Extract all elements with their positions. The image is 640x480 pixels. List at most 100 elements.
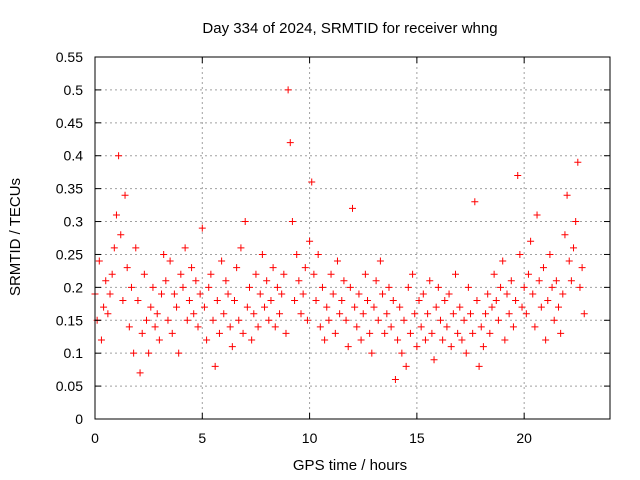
data-point <box>467 310 475 318</box>
data-point <box>490 270 498 278</box>
data-point <box>567 277 575 285</box>
data-point <box>175 349 183 357</box>
data-point <box>147 303 155 311</box>
data-point <box>462 349 470 357</box>
data-point <box>389 297 397 305</box>
data-point <box>426 277 434 285</box>
data-point <box>269 264 277 272</box>
data-point <box>424 310 432 318</box>
data-point <box>509 323 517 331</box>
data-point <box>130 349 138 357</box>
data-point <box>286 139 294 147</box>
data-point <box>565 257 573 265</box>
data-point <box>323 303 331 311</box>
data-point <box>110 244 118 252</box>
y-tick-label: 0.4 <box>64 148 84 164</box>
data-point <box>374 316 382 324</box>
data-point <box>561 231 569 239</box>
data-point <box>211 362 219 370</box>
data-point <box>338 297 346 305</box>
data-point <box>327 270 335 278</box>
x-tick-label: 5 <box>198 430 206 446</box>
data-point <box>443 323 451 331</box>
data-point <box>185 297 193 305</box>
data-point <box>456 303 464 311</box>
data-point <box>383 310 391 318</box>
data-point <box>153 310 161 318</box>
data-point <box>535 277 543 285</box>
data-point <box>215 329 223 337</box>
data-point <box>469 329 477 337</box>
data-point <box>306 237 314 245</box>
data-point <box>364 297 372 305</box>
data-point <box>475 362 483 370</box>
data-point <box>555 303 562 311</box>
data-point <box>439 336 447 344</box>
data-point <box>291 297 299 305</box>
data-point <box>188 264 196 272</box>
data-point <box>265 316 273 324</box>
data-point <box>353 323 361 331</box>
data-point <box>539 264 547 272</box>
data-point <box>226 323 234 331</box>
data-point <box>572 218 580 226</box>
data-point <box>132 244 140 252</box>
data-point <box>121 191 129 199</box>
data-point <box>527 237 535 245</box>
data-point <box>106 290 114 298</box>
data-point <box>531 323 539 331</box>
data-point <box>252 270 260 278</box>
data-point <box>213 297 221 305</box>
data-point <box>580 310 588 318</box>
data-point <box>518 303 526 311</box>
data-point <box>194 323 202 331</box>
data-point <box>415 297 423 305</box>
data-point <box>125 323 133 331</box>
data-point <box>115 152 123 160</box>
plot-frame <box>94 56 611 420</box>
data-point <box>557 329 565 337</box>
data-point <box>458 336 466 344</box>
data-point <box>203 336 211 344</box>
data-point <box>398 349 406 357</box>
data-point <box>179 283 187 291</box>
data-point <box>158 290 166 298</box>
data-point <box>471 198 479 206</box>
data-point <box>576 283 584 291</box>
data-point <box>181 244 189 252</box>
x-tick-label: 15 <box>409 430 425 446</box>
data-point <box>164 316 172 324</box>
data-point <box>312 297 320 305</box>
data-point <box>432 303 440 311</box>
data-point <box>454 329 462 337</box>
data-point <box>170 290 178 298</box>
data-point <box>173 303 181 311</box>
data-point <box>503 290 511 298</box>
data-point <box>97 336 105 344</box>
data-point <box>303 316 311 324</box>
data-point <box>138 329 146 337</box>
data-point <box>145 349 153 357</box>
data-point <box>413 343 421 351</box>
data-point <box>488 303 496 311</box>
data-point <box>492 297 500 305</box>
data-point <box>542 336 550 344</box>
data-point <box>239 329 247 337</box>
data-point <box>411 310 419 318</box>
y-tick-label: 0.55 <box>56 49 83 65</box>
data-point <box>293 250 301 258</box>
data-point <box>248 336 256 344</box>
y-tick-label: 0.05 <box>56 378 83 394</box>
data-point <box>168 329 176 337</box>
data-point <box>250 310 258 318</box>
data-point <box>235 316 243 324</box>
data-point <box>256 290 264 298</box>
data-point <box>460 316 468 324</box>
data-point <box>419 290 427 298</box>
data-point <box>340 277 348 285</box>
data-point <box>108 270 116 278</box>
grid <box>95 57 610 419</box>
data-point <box>336 310 344 318</box>
data-point <box>385 283 393 291</box>
